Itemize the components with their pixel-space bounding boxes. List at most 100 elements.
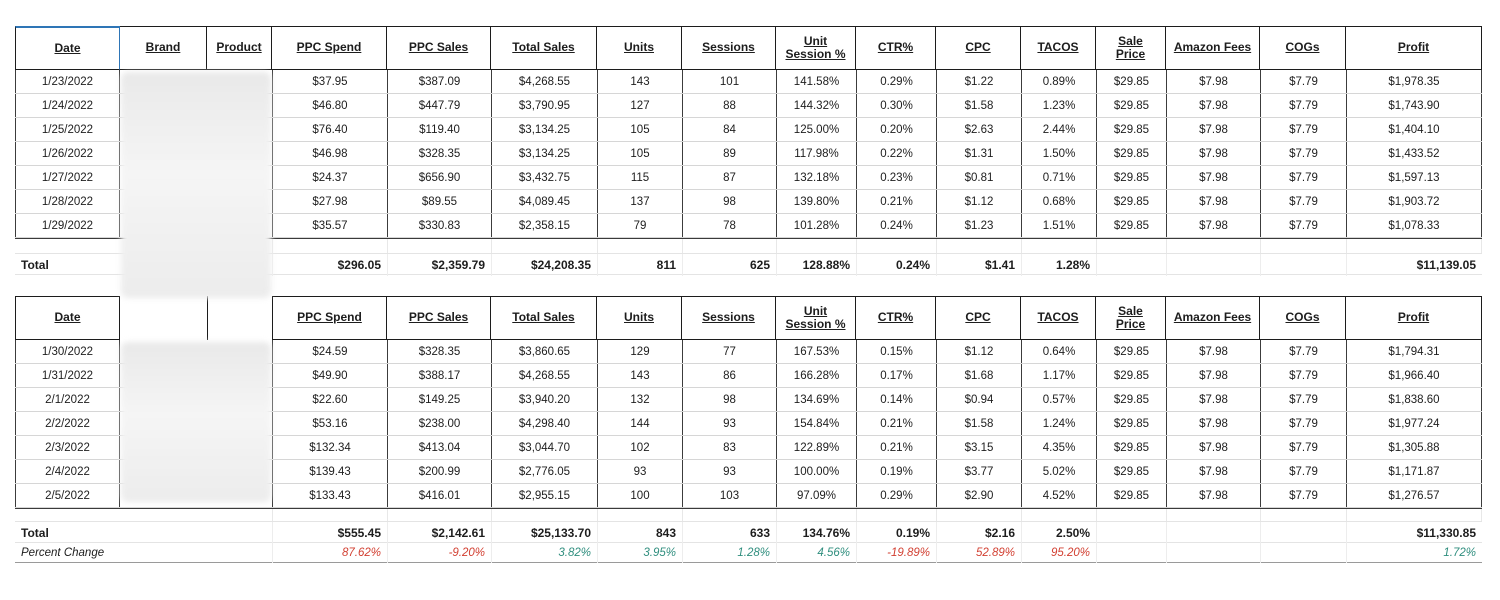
column-header[interactable]: CPC <box>936 296 1021 340</box>
total-cell[interactable]: 128.88% <box>776 254 856 276</box>
table-cell[interactable]: $7.79 <box>1260 412 1346 435</box>
table-cell[interactable]: 101.28% <box>776 214 856 237</box>
table-cell[interactable]: $2,358.15 <box>491 214 597 237</box>
table-cell[interactable]: 1/25/2022 <box>15 118 120 141</box>
table-cell[interactable]: 4.52% <box>1021 484 1096 507</box>
total-cell[interactable]: $24,208.35 <box>491 254 597 276</box>
table-cell[interactable]: 1/31/2022 <box>15 364 120 387</box>
table-cell[interactable]: 139.80% <box>776 190 856 213</box>
table-cell[interactable]: $7.79 <box>1260 214 1346 237</box>
column-header[interactable]: COGs <box>1260 26 1346 70</box>
table-cell[interactable]: 0.29% <box>856 484 936 507</box>
column-header[interactable]: Amazon Fees <box>1166 296 1260 340</box>
total-cell[interactable]: $296.05 <box>272 254 387 276</box>
percent-change-cell[interactable]: 95.20% <box>1021 543 1096 563</box>
table-cell[interactable]: 77 <box>682 340 776 363</box>
percent-change-cell[interactable]: 1.28% <box>682 543 776 563</box>
table-cell[interactable]: $2.90 <box>936 484 1021 507</box>
total-cell[interactable]: 2.50% <box>1021 522 1096 544</box>
table-cell[interactable]: 0.21% <box>856 412 936 435</box>
table-cell[interactable]: $29.85 <box>1096 436 1166 459</box>
table-cell[interactable]: $1.68 <box>936 364 1021 387</box>
table-cell[interactable]: $29.85 <box>1096 190 1166 213</box>
table-cell[interactable]: $3,134.25 <box>491 142 597 165</box>
column-header[interactable]: PPC Sales <box>387 26 491 70</box>
table-cell[interactable]: $22.60 <box>272 388 387 411</box>
table-cell[interactable]: 83 <box>682 436 776 459</box>
table-cell[interactable]: 2.44% <box>1021 118 1096 141</box>
table-cell[interactable]: $1.12 <box>936 340 1021 363</box>
table-cell[interactable]: 0.14% <box>856 388 936 411</box>
table-cell[interactable]: 4.35% <box>1021 436 1096 459</box>
table-cell[interactable]: $7.98 <box>1166 364 1260 387</box>
total-cell[interactable] <box>1260 522 1346 544</box>
table-cell[interactable]: $1,305.88 <box>1346 436 1482 459</box>
column-header[interactable]: Product <box>207 26 272 70</box>
table-cell[interactable]: $35.57 <box>272 214 387 237</box>
percent-change-cell[interactable]: -19.89% <box>856 543 936 563</box>
table-cell[interactable]: $7.98 <box>1166 388 1260 411</box>
column-header[interactable]: TACOS <box>1021 26 1096 70</box>
table-cell[interactable]: 141.58% <box>776 70 856 93</box>
column-header[interactable]: Sale Price <box>1096 296 1166 340</box>
table-cell[interactable]: $132.34 <box>272 436 387 459</box>
table-cell[interactable]: $413.04 <box>387 436 491 459</box>
total-cell[interactable] <box>1166 522 1260 544</box>
table-cell[interactable]: $330.83 <box>387 214 491 237</box>
table-cell[interactable]: 0.20% <box>856 118 936 141</box>
table-cell[interactable]: $1,433.52 <box>1346 142 1482 165</box>
table-cell[interactable]: $7.79 <box>1260 94 1346 117</box>
total-cell[interactable] <box>120 522 207 544</box>
table-cell[interactable]: $29.85 <box>1096 214 1166 237</box>
column-header[interactable]: Profit <box>1346 296 1482 340</box>
table-cell[interactable]: 1/29/2022 <box>15 214 120 237</box>
table-cell[interactable]: $7.79 <box>1260 118 1346 141</box>
column-header[interactable]: Units <box>597 296 682 340</box>
table-cell[interactable]: $1,977.24 <box>1346 412 1482 435</box>
table-cell[interactable]: 78 <box>682 214 776 237</box>
table-cell[interactable]: $46.80 <box>272 94 387 117</box>
column-header[interactable]: Sessions <box>682 296 776 340</box>
table-cell[interactable]: 1/24/2022 <box>15 94 120 117</box>
table-cell[interactable]: $1.31 <box>936 142 1021 165</box>
table-cell[interactable]: $447.79 <box>387 94 491 117</box>
table-cell[interactable]: 105 <box>597 142 682 165</box>
table-cell[interactable]: $4,298.40 <box>491 412 597 435</box>
column-header[interactable]: PPC Spend <box>272 26 387 70</box>
table-cell[interactable]: 1.51% <box>1021 214 1096 237</box>
table-cell[interactable]: 88 <box>682 94 776 117</box>
total-cell[interactable]: 811 <box>597 254 682 276</box>
table-cell[interactable]: 1.50% <box>1021 142 1096 165</box>
total-cell[interactable] <box>1260 254 1346 276</box>
table-cell[interactable]: 100 <box>597 484 682 507</box>
total-cell[interactable]: $11,330.85 <box>1346 522 1482 544</box>
table-cell[interactable]: 101 <box>682 70 776 93</box>
column-header[interactable]: Date <box>15 26 120 70</box>
table-cell[interactable]: $24.59 <box>272 340 387 363</box>
table-cell[interactable]: 89 <box>682 142 776 165</box>
table-cell[interactable]: $1.23 <box>936 214 1021 237</box>
table-cell[interactable]: 122.89% <box>776 436 856 459</box>
total-cell[interactable]: 0.24% <box>856 254 936 276</box>
table-cell[interactable]: $1,404.10 <box>1346 118 1482 141</box>
total-cell[interactable]: 1.28% <box>1021 254 1096 276</box>
table-cell[interactable]: $2,776.05 <box>491 460 597 483</box>
table-cell[interactable]: 0.68% <box>1021 190 1096 213</box>
table-cell[interactable]: 144 <box>597 412 682 435</box>
table-cell[interactable]: 87 <box>682 166 776 189</box>
column-header[interactable]: COGs <box>1260 296 1346 340</box>
table-cell[interactable]: 0.89% <box>1021 70 1096 93</box>
table-cell[interactable]: 127 <box>597 94 682 117</box>
table-cell[interactable]: $29.85 <box>1096 142 1166 165</box>
table-cell[interactable]: $29.85 <box>1096 412 1166 435</box>
table-cell[interactable]: $2,955.15 <box>491 484 597 507</box>
table-cell[interactable]: $3.15 <box>936 436 1021 459</box>
table-cell[interactable]: 2/2/2022 <box>15 412 120 435</box>
table-cell[interactable]: 132.18% <box>776 166 856 189</box>
percent-change-cell[interactable]: Percent Change <box>21 547 105 559</box>
table-cell[interactable]: 105 <box>597 118 682 141</box>
column-header[interactable]: Unit Session % <box>776 26 856 70</box>
table-cell[interactable]: $7.79 <box>1260 484 1346 507</box>
table-cell[interactable]: 0.57% <box>1021 388 1096 411</box>
percent-change-cell[interactable] <box>1260 543 1346 563</box>
